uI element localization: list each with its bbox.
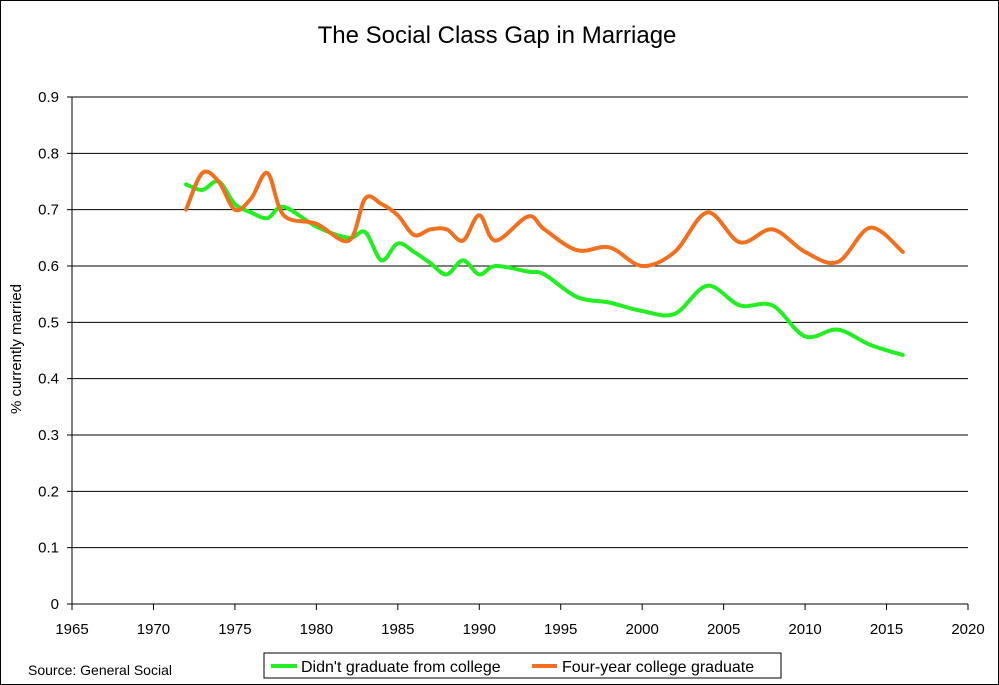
y-tick-label: 0 xyxy=(51,596,59,613)
legend-box xyxy=(263,652,782,679)
y-tick-label: 0.1 xyxy=(38,540,59,557)
series-line-non-college xyxy=(184,179,905,358)
tick-marks xyxy=(67,96,969,610)
chart-title: The Social Class Gap in Marriage xyxy=(318,22,677,49)
plot-area: 0 0.1 0.2 0.3 0.4 0.5 0.6 0.7 0.8 0.9 1965 1970 197… xyxy=(38,89,985,638)
y-tick-label: 0.4 xyxy=(38,371,59,388)
axes xyxy=(71,97,968,605)
y-tick-label: 0.9 xyxy=(38,89,59,106)
series-line-college xyxy=(184,169,905,269)
x-tick-label: 2015 xyxy=(870,621,903,638)
series-lines xyxy=(184,169,905,358)
x-tick-label: 1965 xyxy=(55,621,88,638)
legend-label-non-college: Didn't graduate from college xyxy=(301,659,501,676)
x-tick-label: 1980 xyxy=(300,621,333,638)
x-tick-labels: 1965 1970 1975 1980 1985 1990 1995 2000 2005 2010… xyxy=(55,621,984,638)
x-tick-label: 2010 xyxy=(788,621,821,638)
x-tick-label: 1985 xyxy=(381,621,414,638)
x-tick-label: 2020 xyxy=(951,621,984,638)
y-tick-label: 0.7 xyxy=(38,202,59,219)
y-tick-label: 0.5 xyxy=(38,314,59,331)
y-axis-label: % currently married xyxy=(8,284,25,414)
x-tick-label: 1975 xyxy=(218,621,251,638)
y-tick-label: 0.8 xyxy=(38,145,59,162)
grid-lines xyxy=(72,96,968,549)
x-tick-label: 1970 xyxy=(137,621,170,638)
y-tick-label: 0.6 xyxy=(38,258,59,275)
source-note: Source: General Social xyxy=(28,662,172,678)
legend-label-college: Four-year college graduate xyxy=(562,659,754,676)
x-tick-label: 2000 xyxy=(625,621,658,638)
y-tick-label: 0.2 xyxy=(38,483,59,500)
legend: Didn't graduate from college Four-year c… xyxy=(263,652,782,679)
y-tick-label: 0.3 xyxy=(38,427,59,444)
x-tick-label: 1995 xyxy=(544,621,577,638)
x-tick-label: 1990 xyxy=(463,621,496,638)
y-tick-labels: 0 0.1 0.2 0.3 0.4 0.5 0.6 0.7 0.8 0.9 xyxy=(38,89,59,613)
x-tick-label: 2005 xyxy=(707,621,740,638)
